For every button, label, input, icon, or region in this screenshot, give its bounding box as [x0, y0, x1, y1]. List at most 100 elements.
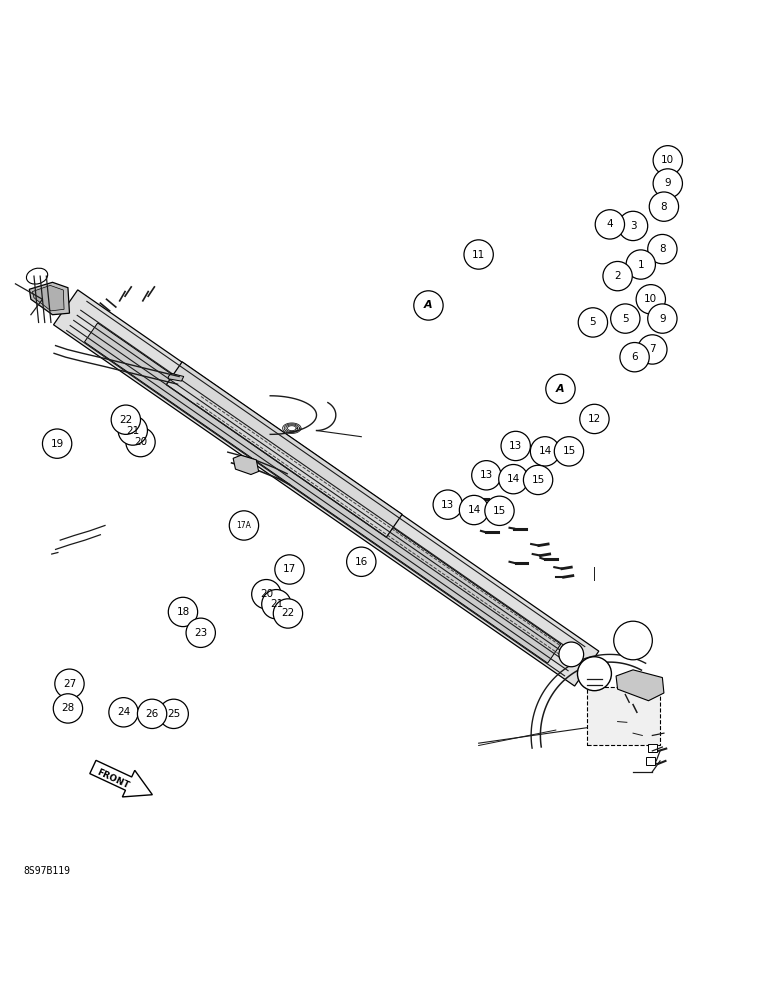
Circle shape [273, 599, 303, 628]
Text: 8: 8 [659, 244, 665, 254]
Circle shape [275, 555, 304, 584]
Text: 14: 14 [467, 505, 481, 515]
Circle shape [559, 642, 584, 667]
Circle shape [501, 431, 530, 461]
Text: 20: 20 [134, 437, 147, 447]
Text: A: A [424, 300, 433, 310]
Polygon shape [233, 455, 259, 475]
Polygon shape [53, 290, 599, 686]
Text: 4: 4 [607, 219, 613, 229]
Text: 15: 15 [493, 506, 506, 516]
Circle shape [603, 261, 632, 291]
Circle shape [472, 461, 501, 490]
Circle shape [530, 437, 560, 466]
Text: 5: 5 [622, 314, 628, 324]
Text: 13: 13 [441, 500, 455, 510]
Circle shape [580, 404, 609, 434]
Circle shape [433, 490, 462, 519]
Text: 20: 20 [259, 589, 273, 599]
Polygon shape [29, 282, 69, 315]
Polygon shape [84, 323, 560, 663]
Text: 9: 9 [659, 314, 665, 324]
FancyBboxPatch shape [587, 687, 660, 745]
Text: FRONT: FRONT [96, 768, 130, 791]
Circle shape [620, 343, 649, 372]
Circle shape [554, 437, 584, 466]
Circle shape [111, 405, 141, 434]
Text: 12: 12 [587, 414, 601, 424]
Text: 22: 22 [119, 415, 133, 425]
Text: 13: 13 [479, 470, 493, 480]
Circle shape [347, 547, 376, 576]
Polygon shape [32, 285, 64, 311]
Circle shape [577, 657, 611, 691]
Text: 11: 11 [472, 250, 486, 260]
Circle shape [595, 210, 625, 239]
Circle shape [252, 580, 281, 609]
Text: 2: 2 [615, 271, 621, 281]
Circle shape [648, 234, 677, 264]
Text: 10: 10 [661, 155, 675, 165]
Text: 18: 18 [176, 607, 190, 617]
Circle shape [546, 374, 575, 403]
Circle shape [262, 590, 291, 619]
Circle shape [653, 169, 682, 198]
Text: 21: 21 [269, 599, 283, 609]
Circle shape [42, 429, 72, 458]
Text: 1: 1 [638, 260, 644, 270]
Circle shape [414, 291, 443, 320]
Circle shape [614, 621, 652, 660]
Text: A: A [556, 384, 565, 394]
Text: 27: 27 [63, 679, 76, 689]
Text: 17A: 17A [236, 521, 252, 530]
Text: 8: 8 [661, 202, 667, 212]
Circle shape [485, 496, 514, 525]
Bar [646, 757, 655, 765]
Circle shape [638, 335, 667, 364]
Bar [648, 744, 657, 752]
Polygon shape [166, 362, 402, 537]
Circle shape [653, 146, 682, 175]
Circle shape [109, 698, 138, 727]
Text: 5: 5 [590, 317, 596, 327]
Text: 15: 15 [562, 446, 576, 456]
Text: 7: 7 [649, 344, 655, 354]
Text: 10: 10 [644, 294, 658, 304]
Circle shape [464, 240, 493, 269]
Text: 22: 22 [281, 608, 295, 618]
Text: 19: 19 [50, 439, 64, 449]
Circle shape [137, 699, 167, 729]
Text: 13: 13 [509, 441, 523, 451]
Text: 14: 14 [506, 474, 520, 484]
Circle shape [53, 694, 83, 723]
Text: 16: 16 [354, 557, 368, 567]
Text: 25: 25 [167, 709, 181, 719]
Circle shape [648, 304, 677, 333]
Text: 24: 24 [117, 707, 130, 717]
Circle shape [636, 285, 665, 314]
Circle shape [626, 250, 655, 279]
Circle shape [611, 304, 640, 333]
Circle shape [649, 192, 679, 221]
Circle shape [229, 511, 259, 540]
Text: 3: 3 [630, 221, 636, 231]
Text: 14: 14 [538, 446, 552, 456]
Circle shape [578, 308, 608, 337]
Circle shape [618, 211, 648, 241]
Text: 26: 26 [145, 709, 159, 719]
Circle shape [499, 464, 528, 494]
Text: 28: 28 [61, 703, 75, 713]
Polygon shape [90, 760, 152, 797]
Text: 17: 17 [283, 564, 296, 574]
Text: 15: 15 [531, 475, 545, 485]
Polygon shape [616, 670, 664, 701]
Text: 21: 21 [126, 426, 140, 436]
Text: 9: 9 [665, 178, 671, 188]
Ellipse shape [26, 268, 48, 284]
Circle shape [159, 699, 188, 729]
Circle shape [523, 465, 553, 495]
Circle shape [55, 669, 84, 698]
Circle shape [186, 618, 215, 647]
Text: 8S97B119: 8S97B119 [23, 866, 70, 876]
Circle shape [126, 427, 155, 457]
